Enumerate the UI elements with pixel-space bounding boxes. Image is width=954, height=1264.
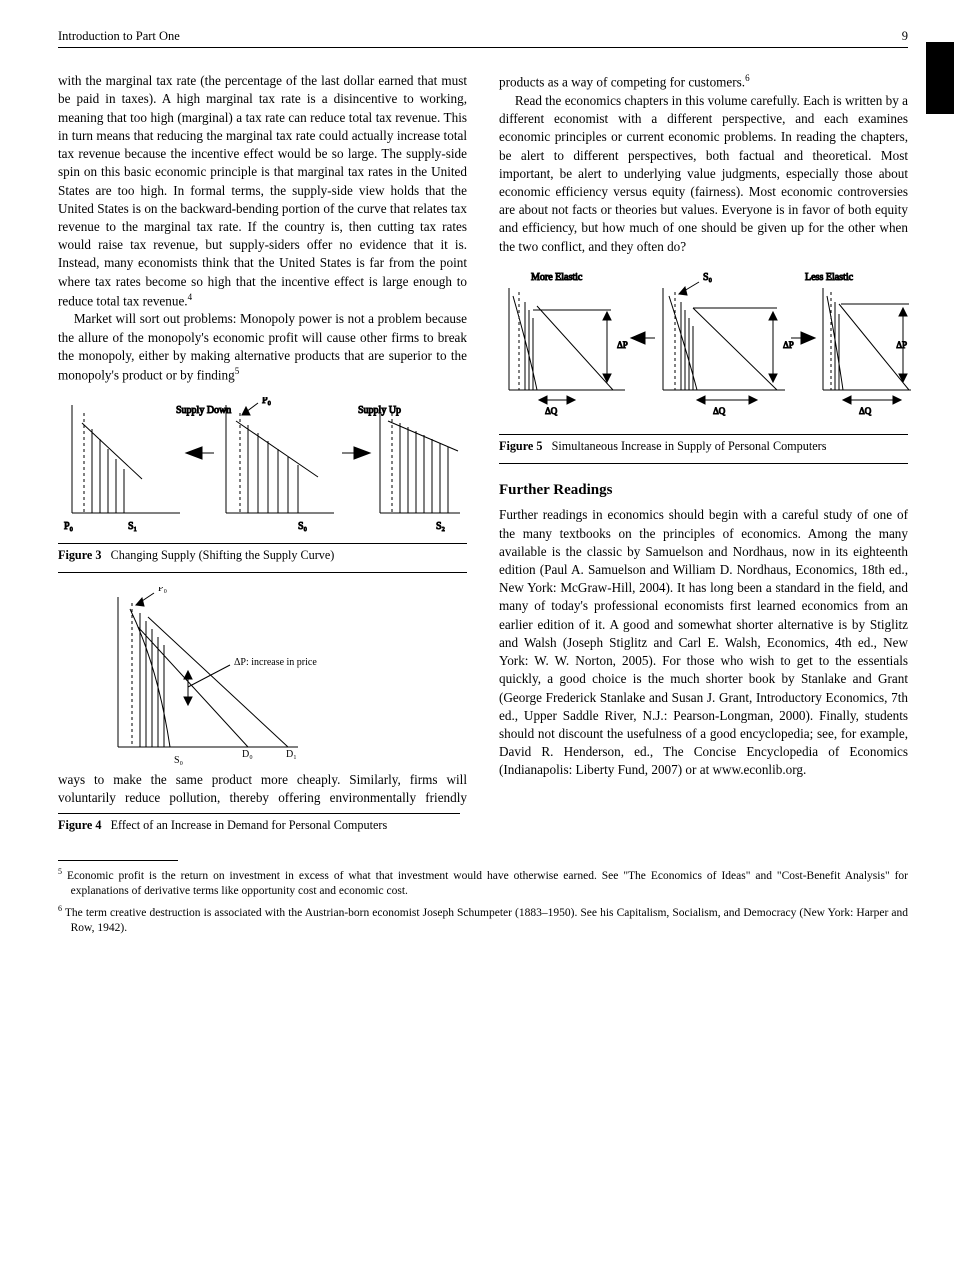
fig5-dq-c: ΔQ xyxy=(859,406,872,416)
footnote-5: 5 Economic profit is the return on inves… xyxy=(58,867,908,900)
fig4-caption-block: Figure 4 Effect of an Increase in Demand… xyxy=(58,813,460,834)
footnote-ref-5: 5 xyxy=(235,366,240,376)
fig5-label-more: More Elastic xyxy=(531,272,583,283)
footnote-rule xyxy=(58,860,178,861)
fig4-title: Figure 4 xyxy=(58,818,101,832)
fig5-caption-text: Simultaneous Increase in Supply of Perso… xyxy=(552,439,827,453)
fig5-label-s0: S₀ xyxy=(703,272,713,283)
fig3-caption-rule xyxy=(58,543,467,544)
fig5-dp-c: ΔP xyxy=(896,340,907,350)
body-paragraph-2: Market will sort out problems: Monopoly … xyxy=(58,310,467,384)
page-side-tab xyxy=(926,42,954,114)
footnote-ref-6: 6 xyxy=(745,73,750,83)
fig3-caption-text: Changing Supply (Shifting the Supply Cur… xyxy=(111,548,335,562)
figure-4-svg: P₀ S₀ D₀ D₁ ΔP: increase in price xyxy=(58,587,318,767)
fig4-label-d0: D₀ xyxy=(242,749,253,760)
figure-4: P₀ S₀ D₀ D₁ ΔP: increase in price xyxy=(58,587,467,767)
body-paragraph-4: Read the economics chapters in this volu… xyxy=(499,92,908,256)
fig4-caption-text: Effect of an Increase in Demand for Pers… xyxy=(111,818,388,832)
body-paragraph-1-text: with the marginal tax rate (the percenta… xyxy=(58,73,467,288)
figure-5-svg: More Elastic ΔP ΔQ xyxy=(499,268,913,428)
fig3-caption: Figure 3 Changing Supply (Shifting the S… xyxy=(58,548,467,564)
fig4-caption: Figure 4 Effect of an Increase in Demand… xyxy=(58,818,460,834)
column-divider-rule xyxy=(58,572,467,573)
body-columns: with the marginal tax rate (the percenta… xyxy=(58,72,908,807)
page-header: Introduction to Part One 9 xyxy=(58,28,908,48)
column2-divider-rule xyxy=(499,463,908,464)
fig4-label-s0: S₀ xyxy=(174,755,184,766)
page-number: 9 xyxy=(902,28,908,45)
further-readings-paragraph: Further readings in economics should beg… xyxy=(499,506,908,779)
fig3-title: Figure 3 xyxy=(58,548,101,562)
fig5-dp-a: ΔP xyxy=(617,340,628,350)
body-paragraph-2-text: Market will sort out problems: Monopoly … xyxy=(58,311,467,382)
fig5-dp-b: ΔP xyxy=(783,340,794,350)
fig5-caption-rule xyxy=(499,434,908,435)
fig3-label-s1: S₁ xyxy=(128,521,137,532)
further-readings-heading: Further Readings xyxy=(499,480,908,501)
fig3-label-s0: S₀ xyxy=(298,521,308,532)
fig4-caption-rule xyxy=(58,813,460,814)
figure-3: P₀ S₁ Supply Down xyxy=(58,397,467,564)
footnote-ref-4: 4 xyxy=(188,292,193,302)
fig5-dq-b: ΔQ xyxy=(713,406,726,416)
footnote-6-num: 6 xyxy=(58,904,62,913)
fig3-label-p0b: P₀ xyxy=(262,397,272,406)
fig4-label-p0: P₀ xyxy=(158,587,168,594)
figure-3-svg: P₀ S₁ Supply Down xyxy=(58,397,460,537)
fig3-label-supply-down: Supply Down xyxy=(176,405,231,416)
footnote-5-num: 5 xyxy=(58,867,62,876)
fig5-caption: Figure 5 Simultaneous Increase in Supply… xyxy=(499,439,908,455)
fig5-title: Figure 5 xyxy=(499,439,542,453)
body-paragraph-1: with the marginal tax rate (the percenta… xyxy=(58,72,467,310)
fig4-label-d1: D₁ xyxy=(286,749,297,760)
footnote-5-text: Economic profit is the return on investm… xyxy=(67,870,908,898)
fig5-dq-a: ΔQ xyxy=(545,406,558,416)
footnote-6-text: The term creative destruction is associa… xyxy=(65,907,908,935)
footnote-6: 6 The term creative destruction is assoc… xyxy=(58,904,908,937)
fig4-label-dp: ΔP: increase in price xyxy=(234,657,317,668)
fig3-label-p0: P₀ xyxy=(64,521,74,532)
footnotes: 5 Economic profit is the return on inves… xyxy=(58,860,908,937)
figure-5: More Elastic ΔP ΔQ xyxy=(499,268,908,455)
fig3-label-s2: S₂ xyxy=(436,521,445,532)
running-head-left: Introduction to Part One xyxy=(58,28,180,45)
fig5-label-less: Less Elastic xyxy=(805,272,854,283)
